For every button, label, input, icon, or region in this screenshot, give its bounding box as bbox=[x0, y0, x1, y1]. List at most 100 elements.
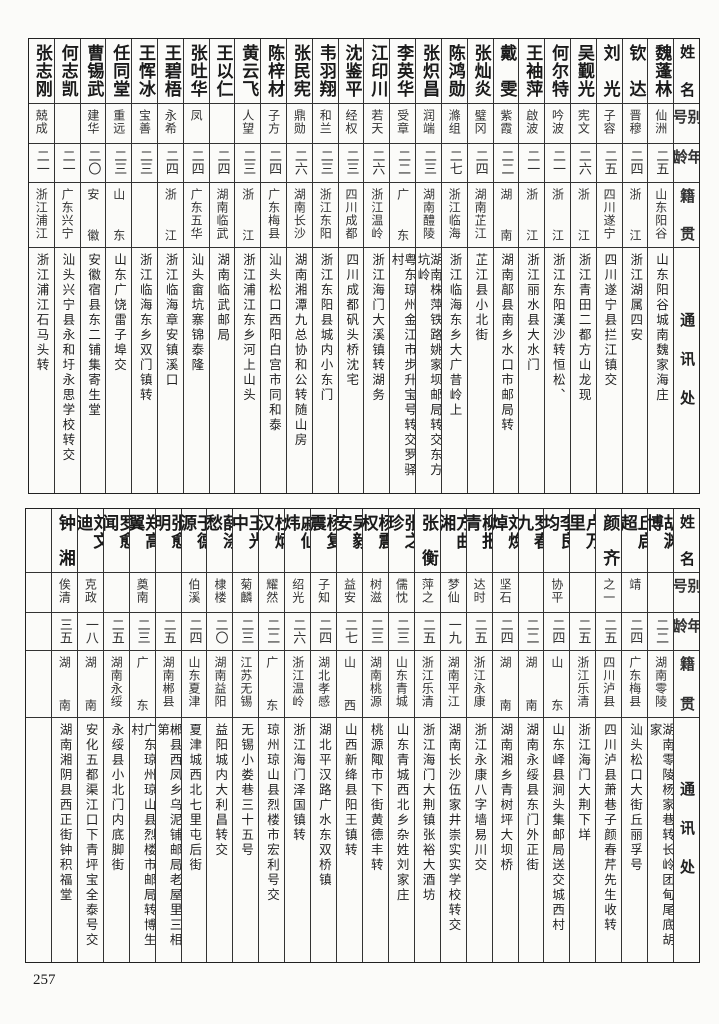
native-text: 山东夏津 bbox=[187, 656, 202, 708]
age-text: 一八 bbox=[82, 618, 98, 644]
address-text: 汕头松口西阳白宫市同和泰 bbox=[266, 253, 282, 433]
address-text: 湖南临武邮局 bbox=[215, 253, 231, 343]
age-text: 二四 bbox=[627, 618, 643, 644]
header-native-cell: 籍贯 bbox=[674, 183, 699, 248]
alias-cell: 经权 bbox=[338, 104, 364, 144]
address-text: 浙江临海东乡大广昔岭上 bbox=[447, 253, 463, 418]
alias-text: 协平 bbox=[549, 578, 564, 604]
address-text: 益阳城内大利昌转交 bbox=[213, 723, 229, 858]
alias-text: 俟清 bbox=[57, 578, 72, 604]
name-text: 胡渊博 bbox=[648, 514, 674, 550]
address-text: 湖南株萍铁路姚家坝邮局转交东方坑岭 bbox=[416, 253, 441, 478]
name-cell: 戴雯 bbox=[493, 39, 519, 104]
alias-cell: 宪文 bbox=[570, 104, 596, 144]
header-address-cell: 通讯处 bbox=[674, 248, 699, 493]
alias-cell: 人望 bbox=[235, 104, 261, 144]
alias-text: 宝善 bbox=[137, 109, 152, 135]
alias-text: 和兰 bbox=[318, 109, 333, 135]
address-text: 汕头兴宁县永和圩永思学校转交 bbox=[60, 253, 76, 463]
address-text: 琼州琼山县烈楼市宏利号交 bbox=[265, 723, 281, 903]
native-text: 山东 bbox=[549, 656, 564, 712]
native-text: 山东 bbox=[111, 188, 126, 242]
native-cell: 浙江 bbox=[570, 183, 596, 248]
age-cell: 二三 bbox=[106, 144, 132, 183]
native-cell: 湖南平江 bbox=[440, 651, 466, 718]
person-column: 戴雯 紫霞 二二 湖南 湖南鄗县南乡水口市邮局转 bbox=[492, 39, 519, 493]
person-column: 张炽昌 润端 二三 湖南醴陵 湖南株萍铁路姚家坝邮局转交东方坑岭 bbox=[415, 39, 441, 493]
alias-text: 萍之 bbox=[420, 578, 435, 604]
address-cell: 浙江青田二都方山龙现 bbox=[571, 248, 596, 493]
address-cell: 永绥县小北门内底脚街 bbox=[104, 718, 129, 961]
name-cell: 张衡 bbox=[414, 509, 440, 573]
alias-cell: 和兰 bbox=[312, 104, 338, 144]
native-text: 湖南零陵 bbox=[653, 656, 668, 708]
name-text: 张灿炎 bbox=[470, 44, 491, 98]
native-cell: 湖南 bbox=[492, 651, 518, 718]
age-text: 二〇 bbox=[212, 618, 228, 644]
page-number: 257 bbox=[33, 972, 56, 988]
age-cell: 二四 bbox=[311, 613, 337, 651]
person-column: 于德源 伯溪 二四 山东夏津 夏津城西北七里屯后街 bbox=[180, 509, 207, 962]
person-column: 胡渊博 二二 湖南零陵 湖南零陵杨家巷转长岭团甸尾底胡家 bbox=[647, 509, 674, 962]
address-text: 浙江海门大荆镇张裕大酒坊 bbox=[420, 723, 436, 903]
address-text: 浙江湖属四安 bbox=[628, 253, 644, 343]
age-text: 二四 bbox=[188, 149, 204, 175]
native-text: 浙江东阳 bbox=[318, 188, 333, 240]
alias-text: 之一 bbox=[601, 578, 616, 604]
name-text: 丘启超 bbox=[622, 514, 648, 550]
address-text: 浙江临海东乡双门镇转 bbox=[137, 253, 153, 403]
alias-cell bbox=[103, 573, 129, 613]
name-cell: 刘焕焯 bbox=[492, 509, 518, 573]
name-text: 郑高翼 bbox=[129, 514, 155, 550]
age-cell: 二三 bbox=[129, 613, 155, 651]
native-cell: 浙江 bbox=[235, 183, 261, 248]
address-text: 山东阳谷城南魏家海庄 bbox=[654, 253, 670, 403]
native-text: 四川泸县 bbox=[601, 656, 616, 708]
name-cell: 陈梓材 bbox=[261, 39, 286, 104]
person-column: 黄云飞 人望 二三 浙江 浙江浦江东乡河上山头 bbox=[234, 39, 261, 493]
native-text: 广东 bbox=[395, 188, 410, 242]
age-text: 二一 bbox=[59, 149, 75, 175]
name-cell: 刘光 bbox=[596, 39, 622, 104]
address-text: 永绥县小北门内底脚街 bbox=[109, 723, 125, 873]
native-cell: 山东 bbox=[544, 651, 570, 718]
address-cell: 无锡小娄巷三十五号 bbox=[233, 718, 258, 961]
header-native-text: 籍贯 bbox=[678, 188, 697, 242]
address-text: 浙江永康八字墙易川交 bbox=[472, 723, 488, 873]
alias-cell bbox=[570, 573, 596, 613]
native-text: 浙江浦江 bbox=[34, 188, 49, 240]
address-cell: 浙江浦江东乡河上山头 bbox=[235, 248, 260, 493]
name-cell: 卢万里 bbox=[570, 509, 596, 573]
alias-text: 建华 bbox=[85, 109, 100, 135]
header-age-text: 年龄 bbox=[674, 618, 699, 633]
age-text: 二二 bbox=[395, 149, 411, 175]
native-cell: 湖南郴县 bbox=[155, 651, 181, 718]
age-cell: 二四 bbox=[261, 144, 286, 183]
name-cell: 李良均 bbox=[544, 509, 570, 573]
name-cell: 何志凯 bbox=[54, 39, 80, 104]
name-text: 李良均 bbox=[544, 514, 570, 550]
alias-cell: 俟清 bbox=[51, 573, 77, 613]
native-cell: 浙江温岭 bbox=[285, 651, 311, 718]
native-cell: 山东青城 bbox=[388, 651, 414, 718]
native-cell: 湖南长沙 bbox=[287, 183, 312, 248]
address-cell: 浙江浦江石马头转 bbox=[29, 248, 54, 493]
age-cell: 二四 bbox=[467, 144, 493, 183]
alias-text: 树滋 bbox=[368, 578, 383, 604]
native-text: 四川成都 bbox=[344, 188, 359, 240]
alias-text: 受章 bbox=[395, 109, 410, 135]
age-cell: 二五 bbox=[414, 613, 440, 651]
address-cell: 浙江海门大荆镇张裕大酒坊 bbox=[415, 718, 440, 961]
alias-cell bbox=[648, 573, 674, 613]
address-text: 浙江临海章安镇溪口 bbox=[163, 253, 179, 388]
address-cell: 浙江临海东乡双门镇转 bbox=[132, 248, 157, 493]
age-cell: 二五 bbox=[570, 613, 596, 651]
name-text: 王袖萍 bbox=[522, 44, 543, 98]
name-text: 薛涤愁 bbox=[207, 514, 233, 550]
person-column: 王光中 菊麟 二三 江苏无锡 无锡小娄巷三十五号 bbox=[232, 509, 259, 962]
name-cell: 张之珍 bbox=[388, 509, 414, 573]
person-column: 薛涤愁 棣楼 二〇 湖南益阳 益阳城内大利昌转交 bbox=[206, 509, 233, 962]
age-cell: 二二 bbox=[493, 144, 519, 183]
name-cell: 韦羽翔 bbox=[312, 39, 338, 104]
native-text: 湖南 bbox=[524, 656, 538, 712]
